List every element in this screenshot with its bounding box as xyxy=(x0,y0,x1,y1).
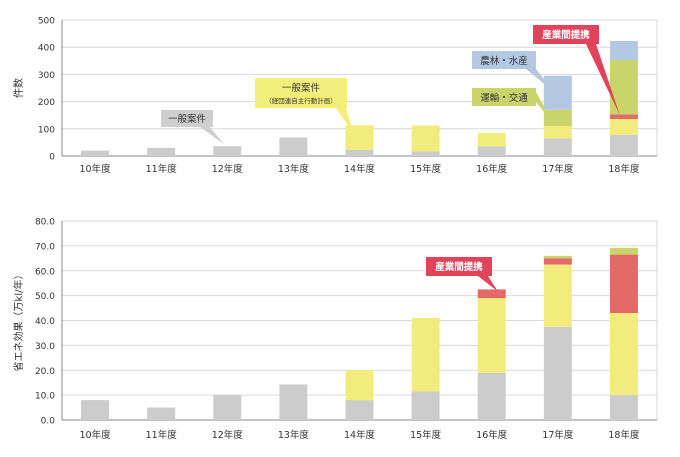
bar-general_plan xyxy=(477,132,506,147)
bar-general xyxy=(81,400,110,420)
callout-general-box xyxy=(161,110,213,127)
bar-transport xyxy=(609,59,638,115)
callout-general-plan-box xyxy=(255,78,347,108)
bar-general xyxy=(279,384,308,420)
x-tick-label: 14年度 xyxy=(344,429,376,441)
y-tick-label: 200 xyxy=(38,98,55,108)
callout-general-pointer xyxy=(200,127,224,145)
y-tick-label: 0.0 xyxy=(41,417,56,427)
callout-general-plan-text: 一般案件 xyxy=(282,82,321,94)
y-tick-label: 60.0 xyxy=(35,267,55,277)
bar-industry xyxy=(609,254,638,314)
bar-general xyxy=(609,395,638,420)
callout-transport-box xyxy=(472,88,536,106)
y-tick-label: 40.0 xyxy=(35,317,55,327)
bar-general_plan xyxy=(345,125,374,150)
bar-general_plan xyxy=(609,313,638,396)
callout-agri-box xyxy=(472,51,536,69)
y-tick-label: 50.0 xyxy=(35,292,55,302)
bar-agri xyxy=(543,75,572,110)
x-tick-label: 17年度 xyxy=(542,163,574,175)
y-tick-label: 80.0 xyxy=(35,218,55,228)
x-tick-label: 15年度 xyxy=(410,163,442,175)
bar-transport xyxy=(543,109,572,127)
bar-general_plan xyxy=(411,125,440,152)
bar-general xyxy=(213,146,242,156)
x-tick-label: 11年度 xyxy=(146,163,178,175)
x-tick-label: 12年度 xyxy=(212,429,244,441)
callout-transport-pointer xyxy=(536,92,554,124)
bar-general_plan xyxy=(411,318,440,392)
bar-general_plan xyxy=(345,370,374,401)
bar-general xyxy=(81,150,110,156)
bar-general_plan xyxy=(609,119,638,135)
x-tick-label: 11年度 xyxy=(146,429,178,441)
bar-general xyxy=(543,326,572,420)
x-tick-label: 12年度 xyxy=(212,163,244,175)
bar-general xyxy=(147,407,176,420)
x-tick-label: 14年度 xyxy=(344,163,376,175)
y-tick-label: 100 xyxy=(38,125,55,135)
x-tick-label: 16年度 xyxy=(476,429,508,441)
y-axis-label: 省エネ効果（万kl/年） xyxy=(12,270,25,372)
bar-general xyxy=(477,372,506,420)
bar-general_plan xyxy=(477,298,506,373)
bar-general xyxy=(213,395,242,420)
x-tick-label: 17年度 xyxy=(542,429,574,441)
callout-industry-box xyxy=(426,257,492,276)
bar-general_plan xyxy=(543,126,572,139)
callout-industry-box xyxy=(533,25,599,44)
y-tick-label: 70.0 xyxy=(35,242,55,252)
bar-general xyxy=(279,137,308,156)
bar-industry xyxy=(477,289,506,299)
y-tick-label: 0 xyxy=(49,153,55,163)
x-tick-label: 10年度 xyxy=(80,163,112,175)
y-tick-label: 10.0 xyxy=(35,392,55,402)
bar-transport xyxy=(609,247,638,255)
x-tick-label: 15年度 xyxy=(410,429,442,441)
y-tick-label: 30.0 xyxy=(35,342,55,352)
x-tick-label: 18年度 xyxy=(608,429,640,441)
callout-industry-pointer xyxy=(478,276,498,292)
x-tick-label: 13年度 xyxy=(278,163,310,175)
callout-industry-text: 産業間提携 xyxy=(542,29,590,41)
x-tick-label: 18年度 xyxy=(608,163,640,175)
bar-general xyxy=(609,134,638,156)
x-tick-label: 13年度 xyxy=(278,429,310,441)
bar-industry xyxy=(543,258,572,265)
callout-agri-pointer xyxy=(526,69,554,92)
bar-agri xyxy=(609,40,638,60)
y-tick-label: 400 xyxy=(38,44,55,54)
bar-general xyxy=(345,149,374,156)
callout-general-text: 一般案件 xyxy=(168,113,207,125)
bar-industry xyxy=(609,114,638,120)
callout-general-plan-text: （経団連自主行動計画） xyxy=(265,96,337,105)
bar-general xyxy=(147,147,176,156)
callout-agri-text: 農林・水産 xyxy=(480,55,528,67)
y-tick-label: 500 xyxy=(38,17,55,27)
x-tick-label: 10年度 xyxy=(80,429,112,441)
callout-industry-pointer xyxy=(586,44,620,116)
y-axis-label: 件数 xyxy=(12,78,25,98)
bar-general xyxy=(411,151,440,156)
bar-transport xyxy=(543,255,572,259)
bar-general_plan xyxy=(543,264,572,327)
callout-transport-text: 運輸・交通 xyxy=(480,92,528,104)
bar-general xyxy=(543,138,572,156)
bar-general xyxy=(411,391,440,420)
callout-industry-text: 産業間提携 xyxy=(435,261,483,273)
bar-general xyxy=(345,400,374,420)
y-tick-label: 300 xyxy=(38,71,55,81)
x-tick-label: 16年度 xyxy=(476,163,508,175)
y-tick-label: 20.0 xyxy=(35,367,55,377)
callout-general-plan-pointer xyxy=(336,108,354,134)
bar-general xyxy=(477,146,506,156)
